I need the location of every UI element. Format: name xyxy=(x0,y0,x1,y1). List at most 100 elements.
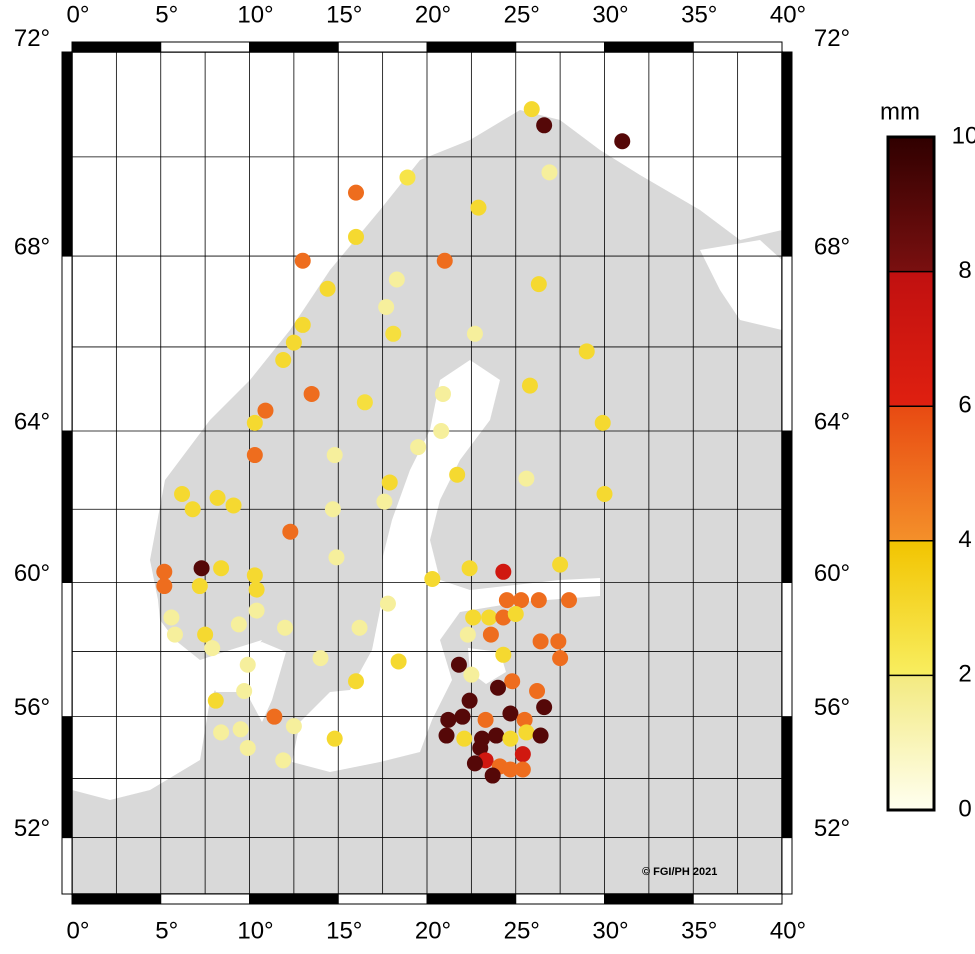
station xyxy=(381,474,398,491)
frame-band xyxy=(692,41,783,53)
x-tick-label: 20° xyxy=(415,1,451,28)
station xyxy=(465,609,482,626)
colorbar-tick-label: 8 xyxy=(958,257,971,284)
frame-band xyxy=(61,255,73,432)
station xyxy=(378,298,395,315)
station xyxy=(348,184,364,201)
station xyxy=(246,447,263,464)
station xyxy=(502,761,519,778)
station xyxy=(193,560,210,577)
station xyxy=(433,423,450,440)
station xyxy=(541,164,558,181)
station xyxy=(376,493,393,510)
x-tick-label: 40° xyxy=(770,1,806,28)
station xyxy=(477,711,494,728)
station xyxy=(294,316,311,333)
frame-band xyxy=(692,893,783,905)
station xyxy=(236,682,253,699)
x-tick-label: 25° xyxy=(504,1,540,28)
y-tick-label: 64° xyxy=(814,408,850,435)
station xyxy=(213,560,230,577)
station xyxy=(529,682,546,699)
x-tick-label: 10° xyxy=(237,917,273,944)
frame-band xyxy=(781,837,793,895)
y-tick-label: 68° xyxy=(14,233,50,260)
station xyxy=(174,486,191,503)
frame-band xyxy=(781,255,793,432)
station xyxy=(495,646,512,663)
x-tick-label: 0° xyxy=(67,1,90,28)
station xyxy=(507,606,524,623)
station xyxy=(248,581,265,598)
frame: 0° 0° 5° 5° 10° 10° 15° 15° 20° 20° 25° 25° 30° 30° 35… xyxy=(14,1,850,944)
station xyxy=(461,560,478,577)
y-tick-label: 68° xyxy=(814,233,850,260)
x-tick-label: 25° xyxy=(504,917,540,944)
station xyxy=(495,609,512,626)
station xyxy=(530,276,547,293)
frame-band xyxy=(515,893,605,905)
credit: © FGI/PH 2021 xyxy=(642,866,717,878)
station xyxy=(246,567,263,584)
y-tick-label: 52° xyxy=(14,815,50,842)
white-sea xyxy=(700,240,782,330)
frame-band xyxy=(426,41,517,53)
station xyxy=(282,523,299,540)
station xyxy=(459,626,476,643)
frame-band xyxy=(515,41,605,53)
station xyxy=(410,439,427,456)
station xyxy=(536,117,553,134)
colorbar-segment xyxy=(888,540,934,676)
station xyxy=(472,739,489,756)
station xyxy=(399,169,416,186)
frame-band xyxy=(249,41,339,53)
x-tick-label: 5° xyxy=(155,1,178,28)
station xyxy=(516,711,533,728)
station xyxy=(434,385,451,402)
frame-band xyxy=(781,51,793,257)
kattegat xyxy=(200,642,286,722)
station xyxy=(518,724,535,741)
colorbar-tick-label: 10 xyxy=(952,122,975,149)
x-tick-label: 30° xyxy=(592,1,628,28)
station xyxy=(552,556,569,573)
station xyxy=(514,761,531,778)
x-tick-label: 10° xyxy=(237,1,273,28)
station xyxy=(266,708,283,725)
station xyxy=(326,730,343,747)
colorbar-tick-label: 6 xyxy=(958,392,971,419)
station xyxy=(552,650,569,667)
station xyxy=(488,727,505,744)
station xyxy=(246,414,263,431)
frame-band xyxy=(61,837,73,895)
station xyxy=(303,385,320,402)
colorbar-segment xyxy=(888,675,934,810)
y-tick-label: 56° xyxy=(814,694,850,721)
frame-band xyxy=(781,430,793,584)
x-tick-label: 15° xyxy=(326,1,362,28)
station xyxy=(498,592,515,609)
station xyxy=(191,578,208,595)
station xyxy=(356,394,373,411)
frame-band xyxy=(71,41,162,53)
station xyxy=(156,563,173,580)
station xyxy=(513,592,530,609)
station xyxy=(390,653,407,670)
station xyxy=(482,626,499,643)
station xyxy=(156,578,173,595)
station xyxy=(348,228,364,245)
station xyxy=(213,724,230,741)
y-tick-label: 60° xyxy=(814,560,850,587)
y-tick-label: 64° xyxy=(14,408,50,435)
y-tick-label: 60° xyxy=(14,560,50,587)
station xyxy=(436,252,453,269)
station xyxy=(232,721,249,738)
station xyxy=(326,447,343,464)
x-tick-label: 40° xyxy=(770,917,806,944)
x-tick-label: 5° xyxy=(155,917,178,944)
y-tick-label: 56° xyxy=(14,694,50,721)
station xyxy=(502,705,519,722)
station xyxy=(197,626,214,643)
y-tick-label: 52° xyxy=(814,815,850,842)
